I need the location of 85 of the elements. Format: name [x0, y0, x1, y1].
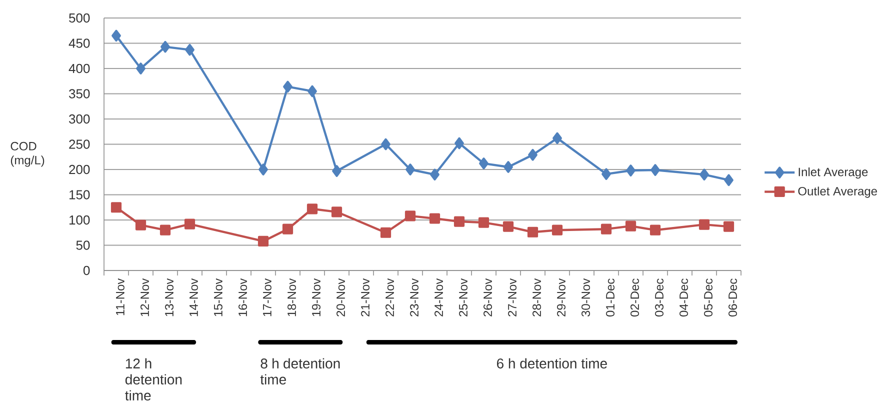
x-tick-label: 15-Nov — [214, 278, 222, 316]
point — [380, 227, 392, 238]
y-tick-label: 400 — [68, 64, 90, 74]
point — [454, 137, 464, 150]
point — [258, 236, 269, 247]
x-tick-label: 13-Nov — [165, 278, 174, 316]
point — [184, 218, 196, 230]
y-tick-label: 500 — [69, 13, 90, 23]
point — [602, 168, 611, 180]
x-tick-label: 16-Nov — [238, 278, 247, 316]
point — [110, 202, 122, 213]
point — [404, 210, 416, 222]
x-tick-label: 21-Nov — [361, 278, 370, 316]
x-tick-label: 02-Dec — [630, 278, 639, 317]
point — [528, 148, 538, 161]
x-tick-label: 30-Nov — [582, 278, 590, 317]
point — [454, 216, 465, 227]
x-tick-label: 12-Nov — [140, 278, 149, 316]
x-tick-label: 19-Nov — [312, 278, 320, 316]
x-tick-label: 26-Nov — [484, 278, 492, 316]
point — [160, 224, 171, 236]
point — [306, 204, 318, 214]
text: 8 h detention time — [260, 358, 340, 384]
point — [112, 30, 121, 42]
x-tick-label: 22-Nov — [386, 278, 394, 316]
point — [282, 224, 294, 234]
point — [552, 132, 562, 144]
x-tick-label: 11-Nov — [116, 278, 124, 316]
x-tick-label: 14-Nov — [190, 278, 198, 316]
y-tick-label: 50 — [76, 240, 90, 250]
point — [600, 224, 612, 234]
x-tick-label: 24-Nov — [434, 278, 443, 316]
y-tick-label: 0 — [83, 266, 90, 276]
x-tick-label: 03-Dec — [655, 278, 664, 317]
point — [626, 164, 636, 176]
point — [135, 220, 146, 230]
point — [723, 221, 734, 232]
point — [502, 221, 514, 232]
point — [478, 217, 490, 228]
text: 12 h detention time — [125, 358, 182, 400]
point — [504, 161, 513, 173]
point — [700, 168, 709, 180]
y-tick-label: 250 — [69, 140, 90, 149]
point — [552, 224, 563, 236]
text: 6 h detention time — [497, 358, 607, 368]
y-tick-label: 450 — [68, 38, 90, 48]
point — [527, 226, 538, 238]
x-tick-label: 06-Dec — [728, 278, 737, 317]
x-tick-label: 23-Nov — [410, 278, 418, 316]
x-tick-label: 05-Dec — [704, 278, 712, 317]
point — [650, 164, 660, 176]
point — [429, 213, 440, 224]
point — [406, 164, 415, 176]
point — [625, 220, 636, 232]
x-tick-label: 27-Nov — [508, 278, 516, 316]
point — [430, 168, 440, 180]
y-tick-label: 350 — [69, 89, 90, 98]
point — [283, 80, 292, 93]
y-axis-title: COD (mg/L) — [10, 142, 44, 167]
point — [650, 224, 661, 236]
y-tick-label: 100 — [70, 215, 90, 225]
point — [479, 158, 488, 170]
x-tick-label: 01-Dec — [606, 278, 614, 317]
legend-label: Outlet Average — [798, 186, 877, 198]
point — [698, 219, 710, 230]
y-tick-label: 200 — [69, 164, 90, 174]
y-tick-label: 150 — [70, 190, 90, 200]
point — [136, 62, 146, 74]
x-tick-label: 18-Nov — [288, 278, 296, 316]
point — [331, 206, 342, 218]
point — [332, 165, 342, 177]
x-tick-label: 04-Dec — [680, 278, 688, 317]
x-tick-label: 25-Nov — [459, 278, 468, 316]
y-tick-label: 300 — [69, 114, 90, 124]
point — [381, 138, 390, 150]
x-tick-label: 20-Nov — [336, 278, 345, 316]
point — [308, 85, 317, 98]
x-tick-label: 29-Nov — [557, 278, 566, 316]
point — [160, 40, 170, 53]
point — [258, 164, 268, 176]
x-tick-label: 17-Nov — [263, 278, 272, 316]
point — [724, 174, 734, 186]
legend-label: Inlet Average — [798, 167, 868, 179]
point — [185, 44, 194, 56]
x-tick-label: 28-Nov — [532, 278, 541, 316]
